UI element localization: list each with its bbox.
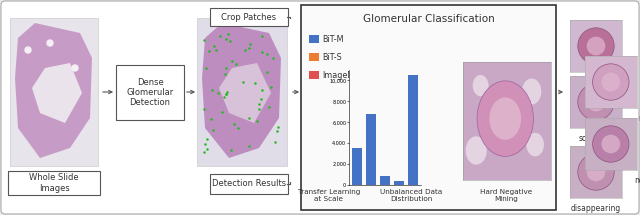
Circle shape — [587, 163, 605, 181]
Circle shape — [593, 126, 629, 162]
Circle shape — [578, 28, 614, 64]
Text: disappearing: disappearing — [571, 204, 621, 213]
Text: solidified: solidified — [579, 134, 613, 143]
Bar — [408, 75, 418, 185]
Text: Crop Patches: Crop Patches — [221, 12, 276, 22]
Text: normal: normal — [639, 114, 640, 123]
Circle shape — [593, 64, 629, 100]
FancyBboxPatch shape — [210, 8, 288, 26]
Polygon shape — [219, 63, 271, 123]
Text: obsolescent: obsolescent — [573, 78, 619, 87]
FancyBboxPatch shape — [8, 171, 100, 195]
Text: Hard Negative
Mining: Hard Negative Mining — [480, 189, 532, 202]
FancyBboxPatch shape — [210, 174, 288, 194]
Circle shape — [473, 75, 488, 96]
Text: ImageNet: ImageNet — [322, 71, 362, 80]
Circle shape — [602, 135, 620, 153]
FancyBboxPatch shape — [10, 18, 98, 166]
Bar — [352, 148, 362, 185]
Text: BiT-S: BiT-S — [322, 52, 342, 61]
Circle shape — [25, 47, 31, 53]
Circle shape — [578, 84, 614, 120]
Circle shape — [466, 136, 487, 165]
Text: Unbalanced Data
Distribution: Unbalanced Data Distribution — [380, 189, 442, 202]
Text: non-glom: non-glom — [634, 176, 640, 185]
Circle shape — [587, 93, 605, 111]
Circle shape — [578, 154, 614, 190]
Circle shape — [526, 133, 544, 156]
Circle shape — [477, 81, 533, 156]
Bar — [380, 176, 390, 185]
FancyBboxPatch shape — [197, 18, 287, 166]
Polygon shape — [32, 63, 82, 123]
Polygon shape — [15, 23, 92, 158]
Circle shape — [490, 97, 521, 140]
Text: Dense
Glomerular
Detection: Dense Glomerular Detection — [126, 78, 173, 108]
Bar — [366, 114, 376, 185]
FancyBboxPatch shape — [116, 65, 184, 120]
Text: Glomerular Classification: Glomerular Classification — [363, 14, 494, 24]
FancyBboxPatch shape — [301, 5, 556, 210]
Bar — [394, 181, 404, 185]
Polygon shape — [202, 23, 281, 158]
Circle shape — [72, 65, 78, 71]
FancyBboxPatch shape — [309, 53, 319, 61]
Text: Whole Slide
Images: Whole Slide Images — [29, 173, 79, 193]
FancyBboxPatch shape — [309, 35, 319, 43]
Text: Detection Results: Detection Results — [212, 180, 286, 189]
Circle shape — [522, 78, 541, 104]
FancyBboxPatch shape — [309, 71, 319, 79]
Text: Transfer Learning
at Scale: Transfer Learning at Scale — [298, 189, 360, 202]
Circle shape — [587, 37, 605, 55]
Circle shape — [47, 40, 53, 46]
Text: BiT-M: BiT-M — [322, 34, 344, 43]
Circle shape — [602, 73, 620, 91]
